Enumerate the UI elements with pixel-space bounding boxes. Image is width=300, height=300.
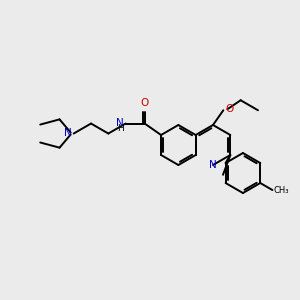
- Text: O: O: [225, 104, 234, 114]
- Text: O: O: [140, 98, 149, 107]
- Text: N: N: [209, 160, 217, 170]
- Text: CH₃: CH₃: [273, 185, 289, 194]
- Text: N: N: [116, 118, 124, 128]
- Text: H: H: [117, 124, 124, 133]
- Text: N: N: [64, 128, 72, 137]
